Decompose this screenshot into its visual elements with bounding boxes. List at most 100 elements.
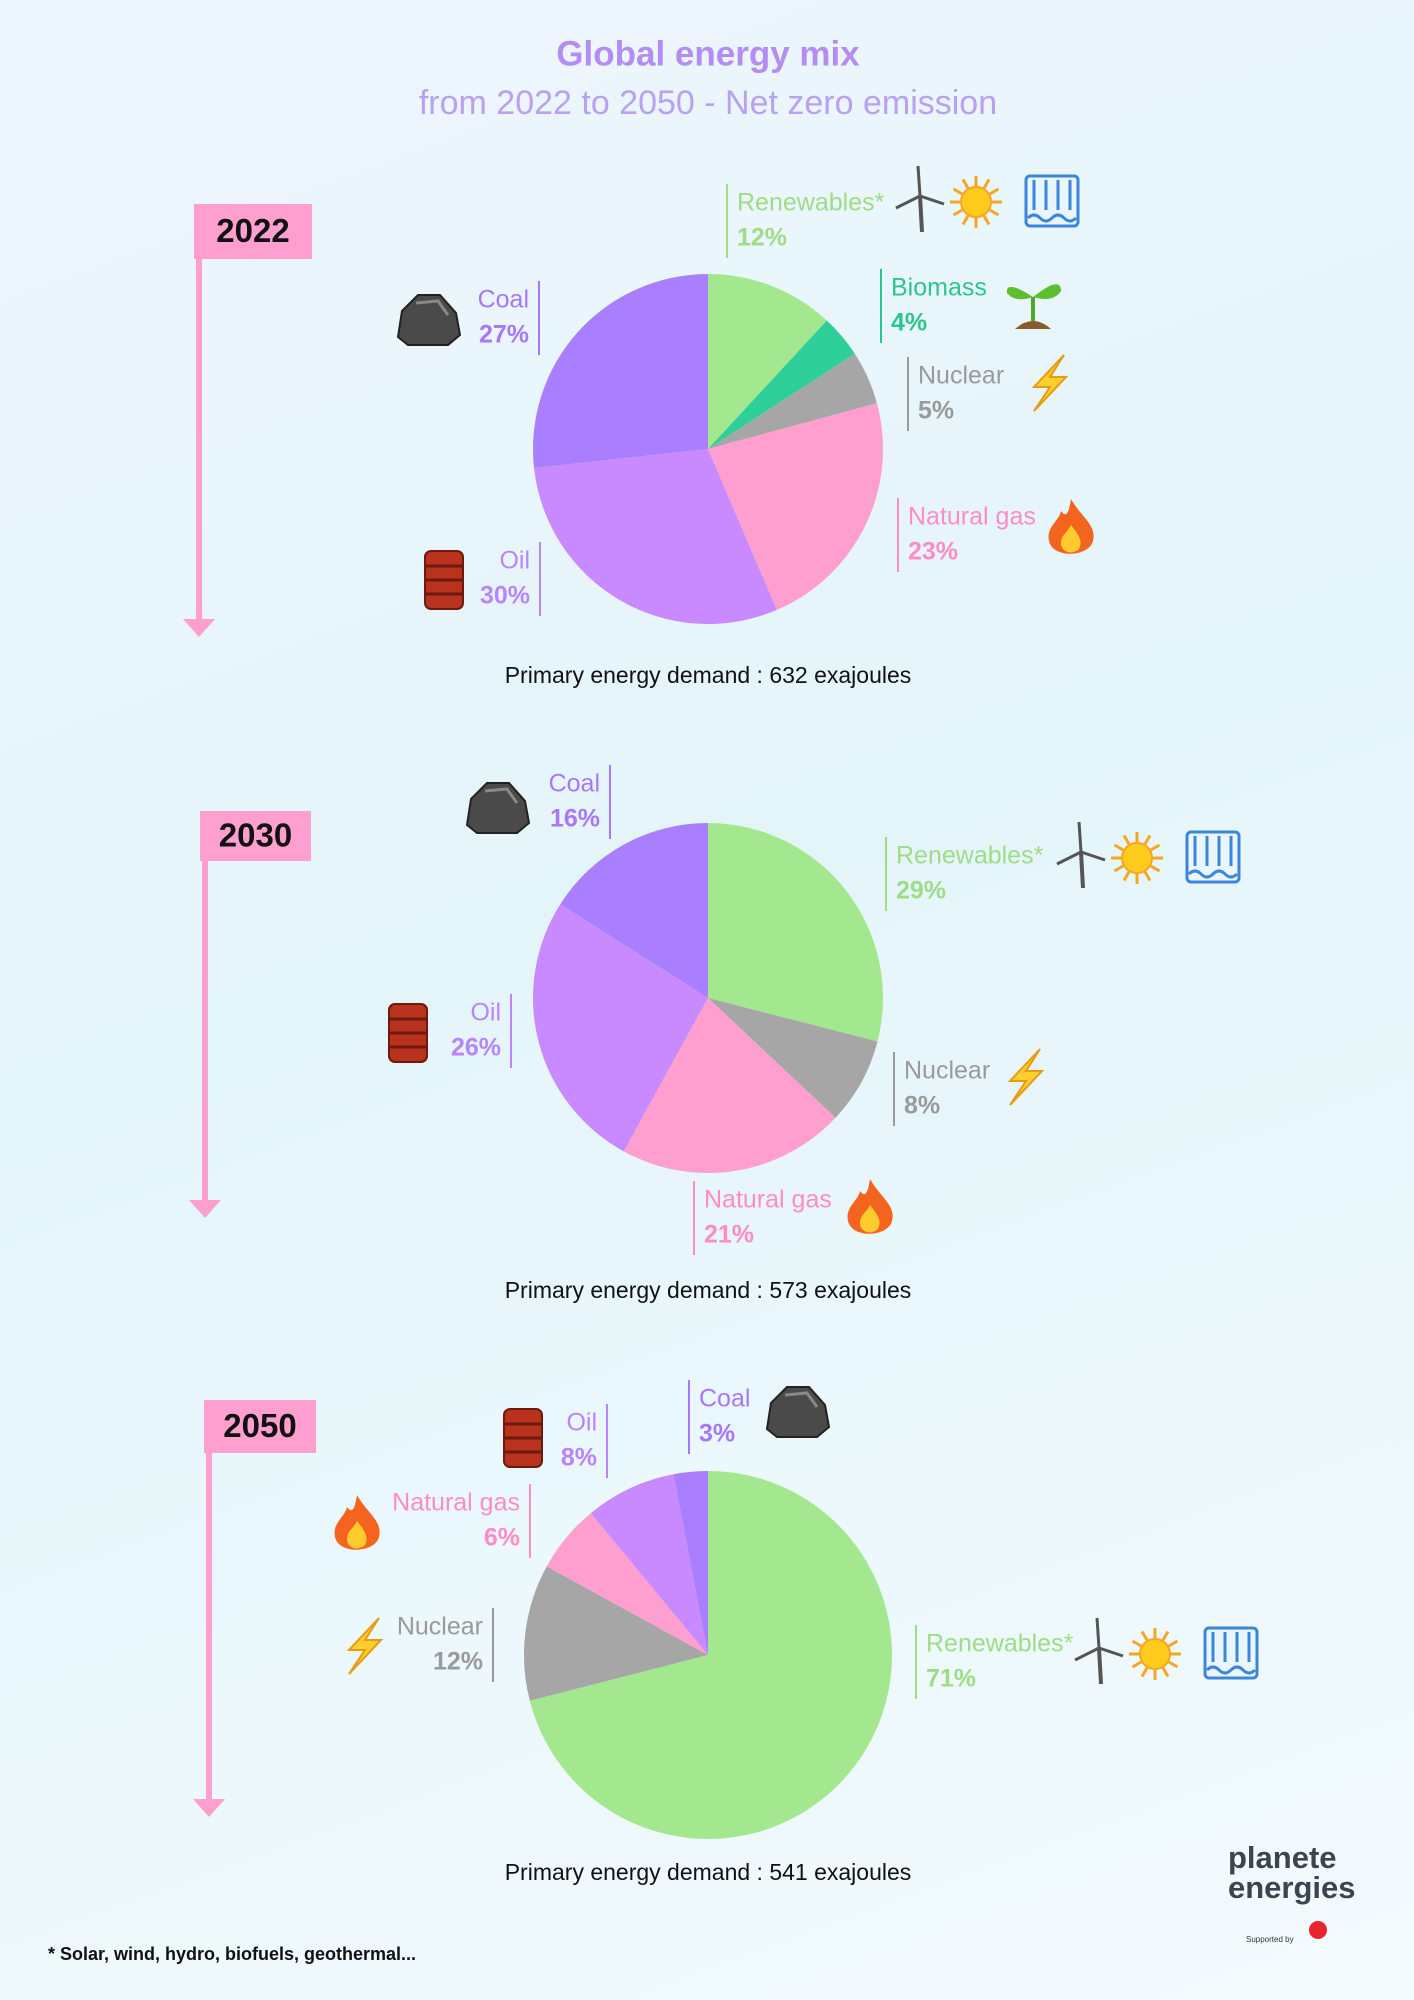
wind-icon-blade (1098, 1646, 1124, 1658)
pie-slice (708, 274, 827, 449)
title: Global energy mix (556, 34, 860, 73)
legend-label: Coal (549, 770, 600, 798)
sun-icon-ray (982, 215, 991, 226)
pie-slice (532, 274, 708, 469)
coal-icon-shine (415, 299, 450, 316)
nuclear-icon (1007, 1048, 1045, 1106)
sun-icon-ray (1122, 871, 1131, 882)
sun-icon-ray (1168, 1639, 1179, 1648)
pie-slice (708, 353, 877, 449)
legend-label: Natural gas (704, 1186, 832, 1214)
year-label: 2022 (216, 212, 289, 249)
nuclear-icon (1031, 354, 1069, 412)
sun-icon-ray (1161, 1630, 1170, 1641)
sun-icon-ray (1161, 1667, 1170, 1678)
pie-slice (529, 1471, 892, 1839)
legend-label: Nuclear (918, 362, 1004, 390)
sun-icon-ray (1131, 1639, 1142, 1648)
year-label: 2030 (219, 817, 292, 854)
coal-icon (765, 1386, 831, 1438)
coal-icon (465, 782, 531, 834)
wind-icon-blade (1080, 850, 1106, 862)
gas-icon-core (347, 1521, 367, 1549)
hydro-icon-water (1026, 213, 1078, 223)
data-label: 23% (908, 538, 958, 566)
pie-slice (708, 403, 884, 610)
pie-slice (708, 998, 878, 1118)
data-label: 8% (561, 1444, 597, 1472)
year-flag (200, 811, 311, 861)
legend-label: Coal (699, 1385, 750, 1413)
legend-label: Renewables* (737, 189, 885, 217)
timeline-arrowhead (193, 1799, 225, 1817)
wind-icon-mast (1097, 1647, 1103, 1685)
wind-icon-blade (1077, 821, 1083, 853)
wind-icon-blade (1095, 1617, 1101, 1649)
sun-icon-ray (952, 208, 963, 217)
sun-icon-ray (1143, 871, 1152, 882)
sun-icon-ray (952, 187, 963, 196)
legend-label: Oil (499, 547, 530, 575)
year-flag (204, 1400, 316, 1453)
hydro-icon-water (1205, 1665, 1257, 1675)
legend-label: Oil (470, 999, 501, 1027)
data-label: 30% (480, 582, 530, 610)
sun-icon-ray (1140, 1667, 1149, 1678)
sun-icon-ray (989, 187, 1000, 196)
footnote: * Solar, wind, hydro, biofuels, geotherm… (48, 1944, 416, 1964)
data-label: 12% (737, 224, 787, 252)
sun-icon-ray (1113, 843, 1124, 852)
pie-slice (533, 904, 708, 1152)
caption: Primary energy demand : 573 exajoules (505, 1277, 912, 1303)
biomass-icon-leaf (1006, 286, 1033, 300)
gas-icon-core (1061, 525, 1081, 553)
sun-icon (1139, 1638, 1171, 1670)
pie-slice (623, 998, 836, 1173)
coal-icon-shine (484, 787, 519, 804)
legend-label: Renewables* (926, 1630, 1074, 1658)
pie-slice (673, 1471, 708, 1655)
sun-icon-ray (961, 178, 970, 189)
logo-line1: planete (1228, 1840, 1337, 1875)
gas-icon-core (860, 1205, 880, 1233)
wind-icon-blade (1074, 1646, 1100, 1662)
sun-icon-ray (1168, 1660, 1179, 1669)
sun-icon-ray (1143, 834, 1152, 845)
nuclear-icon (346, 1617, 384, 1675)
hydro-icon-water (1187, 869, 1239, 879)
wind-icon-blade (916, 165, 922, 197)
hydro-icon (1203, 1626, 1259, 1680)
logo-support: Supported by (1246, 1935, 1294, 1944)
legend-label: Natural gas (392, 1489, 520, 1517)
logo-mark (1309, 1921, 1327, 1939)
biomass-icon-soil (1015, 321, 1051, 329)
sun-icon-ray (989, 208, 1000, 217)
data-label: 16% (550, 805, 600, 833)
legend-label: Coal (478, 286, 529, 314)
legend-label: Oil (566, 1409, 597, 1437)
data-label: 12% (433, 1648, 483, 1676)
sun-icon-ray (1140, 1630, 1149, 1641)
pie-slice (708, 823, 884, 1042)
data-label: 8% (904, 1092, 940, 1120)
sun-icon-ray (1131, 1660, 1142, 1669)
wind-icon-blade (919, 194, 945, 206)
caption: Primary energy demand : 541 exajoules (505, 1859, 912, 1885)
sun-icon-ray (1150, 843, 1161, 852)
coal-icon (396, 294, 462, 346)
pie-slice (546, 1513, 708, 1655)
sun-icon-ray (1122, 834, 1131, 845)
coal-icon-shine (784, 1391, 819, 1408)
biomass-icon-leaf (1033, 284, 1061, 299)
sun-icon-ray (961, 215, 970, 226)
legend-label: Renewables* (896, 842, 1044, 870)
legend-label: Biomass (891, 274, 987, 302)
hydro-icon (1024, 174, 1080, 228)
subtitle: from 2022 to 2050 - Net zero emission (419, 84, 997, 122)
hydro-icon (1185, 830, 1241, 884)
sun-icon-ray (982, 178, 991, 189)
pie-slice (534, 449, 777, 624)
timeline-arrowhead (189, 1200, 221, 1218)
data-label: 3% (699, 1420, 735, 1448)
